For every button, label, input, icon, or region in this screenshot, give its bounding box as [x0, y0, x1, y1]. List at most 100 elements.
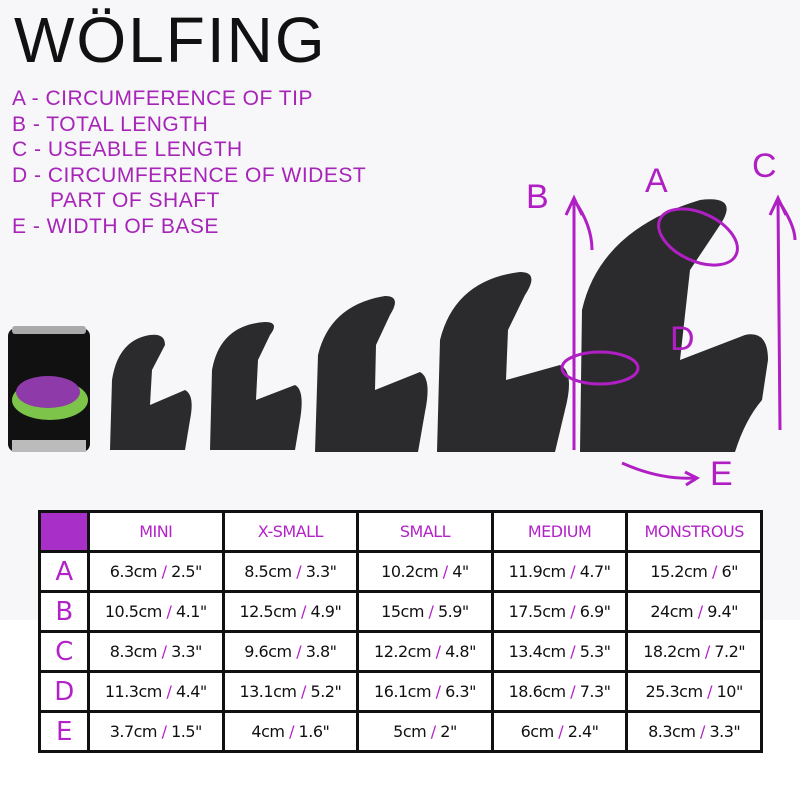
table-cell: 8.3cm / 3.3" — [625, 710, 763, 753]
table-cell: 12.5cm / 4.9" — [221, 590, 360, 633]
value-cm: 25.3cm — [645, 682, 704, 701]
table-cell: 15.2cm / 6" — [625, 550, 763, 593]
value-cm: 15cm — [381, 602, 424, 621]
value-cm: 8.5cm — [244, 562, 292, 581]
value-inches: 9.4" — [707, 602, 738, 621]
value-cm: 16.1cm — [374, 682, 432, 701]
table-cell: 13.4cm / 5.3" — [490, 630, 629, 673]
legend-b: B - TOTAL LENGTH — [12, 112, 209, 136]
value-inches: 5.3" — [579, 642, 611, 661]
arrow-c — [768, 194, 788, 431]
value-inches: 3.3" — [171, 642, 202, 661]
table-cell: 8.3cm / 3.3" — [87, 630, 225, 673]
value-cm: 10.2cm — [381, 562, 439, 581]
soda-can-image — [8, 326, 90, 452]
table-cell: 25.3cm / 10" — [625, 670, 763, 713]
table-cell: 4cm / 1.6" — [221, 710, 360, 753]
marker-b: B — [526, 178, 549, 216]
legend-e: E - WIDTH OF BASE — [12, 214, 219, 238]
legend-a: A - CIRCUMFERENCE OF TIP — [12, 87, 313, 110]
separator: / — [697, 602, 703, 621]
value-cm: 18.6cm — [508, 682, 567, 701]
product-small — [315, 296, 428, 452]
value-cm: 17.5cm — [508, 602, 567, 621]
table-cell: 17.5cm / 6.9" — [490, 590, 629, 633]
value-cm: 8.3cm — [648, 722, 696, 741]
arrow-e — [621, 461, 701, 487]
ellipse-a — [657, 207, 739, 267]
separator: / — [435, 682, 441, 701]
value-inches: 5.2" — [310, 682, 342, 701]
table-cell: 12.2cm / 4.8" — [356, 630, 494, 673]
value-inches: 1.6" — [298, 722, 330, 741]
separator: / — [296, 642, 302, 661]
value-inches: 7.3" — [579, 682, 611, 701]
separator: / — [166, 682, 172, 701]
value-inches: 3.3" — [305, 562, 337, 581]
table-cell: 11.9cm / 4.7" — [490, 550, 629, 593]
table-cell: 3.7cm / 1.5" — [87, 710, 225, 753]
column-header: MEDIUM — [490, 510, 629, 553]
row-label: A — [38, 550, 90, 593]
table-cell: 18.6cm / 7.3" — [490, 670, 629, 713]
separator: / — [296, 562, 302, 581]
value-cm: 6.3cm — [109, 562, 158, 581]
table-row: C 8.3cm / 3.3" 9.6cm / 3.8" 12.2cm / 4.8" 13… — [38, 630, 763, 673]
marker-a: A — [645, 162, 668, 200]
arrow-b — [564, 194, 584, 450]
table-cell: 8.5cm / 3.3" — [221, 550, 360, 593]
table-cell: 24cm / 9.4" — [625, 590, 763, 633]
product-monstrous — [580, 199, 768, 452]
value-cm: 8.3cm — [109, 642, 158, 661]
column-header: MONSTROUS — [625, 510, 763, 553]
table-row: B 10.5cm / 4.1" 12.5cm / 4.9" 15cm / 5.9" 17… — [38, 590, 763, 633]
value-inches: 5.9" — [437, 602, 469, 621]
table-cell: 6.3cm / 2.5" — [87, 550, 225, 593]
column-header: MINI — [87, 510, 225, 553]
legend-d: D - CIRCUMFERENCE OF WIDEST — [12, 163, 367, 187]
value-cm: 13.1cm — [239, 682, 297, 701]
value-cm: 5cm — [393, 722, 427, 741]
product-x-small — [210, 322, 302, 450]
value-cm: 6cm — [520, 722, 555, 741]
value-inches: 4" — [452, 562, 469, 581]
table-cell: 10.5cm / 4.1" — [87, 590, 225, 633]
separator: / — [161, 562, 167, 581]
measurement-legend: A - CIRCUMFERENCE OF TIP B - TOTAL LENGT… — [12, 86, 366, 239]
table-row: E 3.7cm / 1.5" 4cm / 1.6" 5cm / 2" 6cm / 2.4… — [38, 710, 763, 753]
separator: / — [161, 722, 167, 741]
value-cm: 13.4cm — [508, 642, 567, 661]
header-corner — [38, 510, 90, 553]
value-cm: 9.6cm — [244, 642, 292, 661]
separator: / — [301, 602, 306, 621]
value-cm: 12.5cm — [239, 602, 297, 621]
value-cm: 15.2cm — [650, 562, 708, 581]
separator: / — [570, 562, 576, 581]
separator: / — [570, 642, 576, 661]
value-cm: 11.9cm — [508, 562, 567, 581]
row-label: D — [38, 670, 90, 713]
marker-c: C — [752, 147, 777, 185]
value-inches: 4.4" — [175, 682, 207, 701]
separator: / — [428, 602, 434, 621]
row-label: B — [38, 590, 90, 633]
product-sizes — [110, 199, 768, 452]
value-cm: 4cm — [251, 722, 285, 741]
table-cell: 13.1cm / 5.2" — [221, 670, 360, 713]
table-cell: 11.3cm / 4.4" — [87, 670, 225, 713]
table-cell: 18.2cm / 7.2" — [625, 630, 763, 673]
value-cm: 24cm — [650, 602, 694, 621]
legend-d-continued: PART OF SHAFT — [50, 189, 220, 212]
product-medium — [437, 272, 569, 452]
size-table: MINI X-SMALL SMALL MEDIUM MONSTROUS A 6.3… — [38, 510, 763, 753]
separator: / — [700, 722, 705, 741]
product-photo — [8, 194, 797, 487]
separator: / — [289, 722, 294, 741]
table-cell: 6cm / 2.4" — [490, 710, 629, 753]
table-cell: 5cm / 2" — [356, 710, 494, 753]
row-label: E — [38, 710, 90, 753]
value-inches: 4.1" — [175, 602, 207, 621]
table-header-row: MINI X-SMALL SMALL MEDIUM MONSTROUS — [38, 510, 763, 553]
separator: / — [435, 642, 441, 661]
marker-d: D — [670, 320, 695, 358]
